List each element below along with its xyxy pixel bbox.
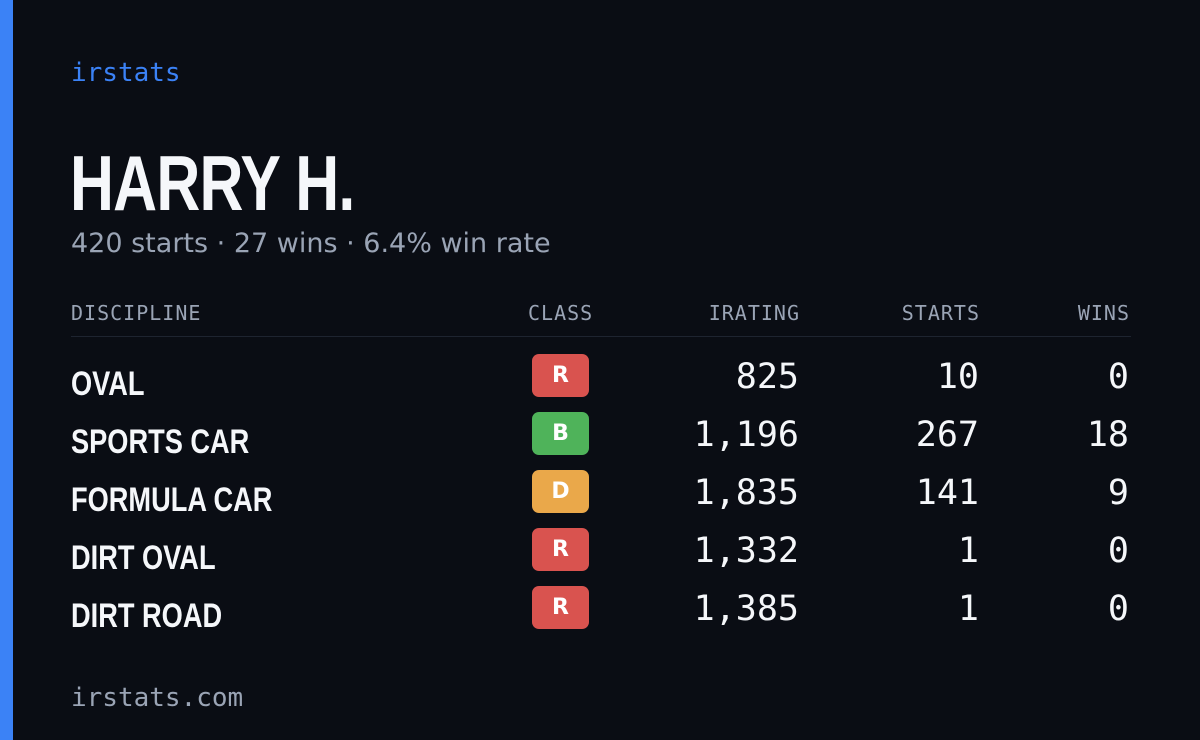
table-header: DISCIPLINE CLASS IRATING STARTS WINS <box>71 298 1131 337</box>
class-badge: R <box>532 586 589 629</box>
table-row: OVAL R 825 10 0 <box>71 354 1131 412</box>
player-summary: 420 starts · 27 wins · 6.4% win rate <box>71 228 551 259</box>
wins-value: 0 <box>1107 357 1129 397</box>
accent-bar <box>0 0 13 740</box>
header-discipline: DISCIPLINE <box>71 301 202 325</box>
discipline-name: SPORTS CAR <box>71 423 250 461</box>
class-badge: D <box>532 470 589 513</box>
table-row: SPORTS CAR B 1,196 267 18 <box>71 412 1131 470</box>
discipline-name: DIRT ROAD <box>71 597 223 635</box>
stats-table: DISCIPLINE CLASS IRATING STARTS WINS OVA… <box>71 298 1131 635</box>
wins-value: 0 <box>1107 531 1129 571</box>
starts-value: 267 <box>915 415 979 455</box>
starts-value: 141 <box>915 473 979 513</box>
header-starts: STARTS <box>901 301 980 325</box>
irating-value: 1,385 <box>693 589 799 629</box>
class-badge: R <box>532 354 589 397</box>
class-badge: R <box>532 528 589 571</box>
starts-value: 1 <box>957 589 979 629</box>
header-wins: WINS <box>1077 301 1130 325</box>
footer-url: irstats.com <box>71 683 244 713</box>
starts-value: 10 <box>936 357 979 397</box>
starts-value: 1 <box>957 531 979 571</box>
discipline-name: DIRT OVAL <box>71 539 216 577</box>
discipline-name: FORMULA CAR <box>71 481 273 519</box>
wins-value: 18 <box>1086 415 1129 455</box>
table-row: FORMULA CAR D 1,835 141 9 <box>71 470 1131 528</box>
irating-value: 1,196 <box>693 415 799 455</box>
irating-value: 1,835 <box>693 473 799 513</box>
discipline-name: OVAL <box>71 365 145 403</box>
wins-value: 0 <box>1107 589 1129 629</box>
header-class: CLASS <box>528 301 594 325</box>
wins-value: 9 <box>1107 473 1129 513</box>
table-body: OVAL R 825 10 0 SPORTS CAR B 1,196 267 1… <box>71 354 1131 644</box>
table-row: DIRT ROAD R 1,385 1 0 <box>71 586 1131 644</box>
table-row: DIRT OVAL R 1,332 1 0 <box>71 528 1131 586</box>
irating-value: 1,332 <box>693 531 799 571</box>
irating-value: 825 <box>735 357 799 397</box>
brand-logo-text: irstats <box>71 58 181 88</box>
class-badge: B <box>532 412 589 455</box>
header-irating: IRATING <box>708 301 800 325</box>
player-name: HARRY H. <box>70 139 355 227</box>
